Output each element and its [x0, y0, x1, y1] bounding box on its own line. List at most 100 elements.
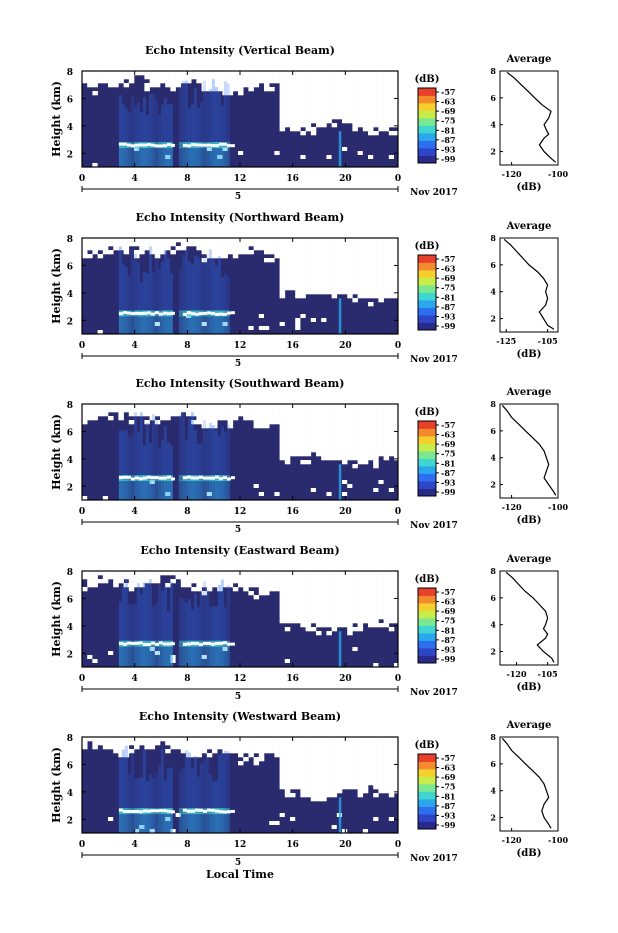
no-data-cell [368, 571, 374, 576]
no-data-cell [394, 769, 400, 774]
no-data-cell [347, 282, 353, 287]
no-data-cell [258, 741, 265, 746]
no-data-cell [368, 440, 374, 445]
no-data-cell [368, 246, 374, 251]
no-data-cell [248, 591, 254, 596]
no-data-cell [394, 79, 400, 84]
no-data-cell [123, 242, 130, 247]
no-data-cell [394, 95, 400, 100]
echo-column [148, 147, 152, 167]
no-data-cell [238, 246, 244, 251]
no-data-cell [113, 579, 119, 584]
no-data-cell [175, 75, 182, 80]
no-data-cell [331, 745, 338, 750]
no-data-cell [342, 274, 348, 279]
no-data-cell [154, 741, 161, 746]
no-data-cell [305, 591, 312, 596]
no-data-cell [279, 424, 286, 429]
no-data-cell [357, 777, 364, 782]
no-data-cell [326, 428, 332, 433]
no-data-cell [326, 416, 332, 421]
no-data-cell [290, 448, 296, 453]
y-tick-label: 6 [67, 761, 73, 771]
no-data-cell [290, 607, 296, 612]
no-data-cell [388, 131, 395, 136]
profile-line [505, 571, 555, 663]
no-data-cell [243, 749, 249, 754]
no-data-cell [295, 107, 301, 112]
heatmap-image [82, 238, 400, 334]
no-data-cell [378, 607, 384, 612]
no-data-cell [316, 436, 322, 441]
no-data-cell [269, 821, 275, 825]
no-data-cell [154, 83, 161, 88]
no-data-cell [123, 741, 130, 746]
no-data-cell [347, 619, 353, 624]
echo-column [160, 315, 164, 334]
no-data-cell [383, 87, 390, 92]
no-data-cell [227, 749, 234, 754]
bright-band [170, 810, 175, 814]
no-data-cell [336, 781, 343, 786]
echo-column [118, 246, 122, 314]
no-data-cell [243, 408, 249, 413]
no-data-cell [342, 440, 348, 445]
no-data-cell [342, 623, 348, 628]
bright-band [198, 808, 203, 812]
no-data-cell [336, 619, 343, 624]
no-data-cell [284, 619, 291, 624]
no-data-cell [165, 238, 171, 243]
no-data-cell [336, 769, 343, 774]
echo-column [217, 754, 221, 812]
no-data-cell [186, 745, 192, 750]
no-data-cell [352, 262, 358, 267]
no-data-cell [368, 773, 374, 778]
bright-band [166, 475, 171, 479]
no-data-cell [394, 278, 400, 283]
no-data-cell [321, 741, 327, 746]
no-data-cell [279, 250, 286, 255]
echo-column [163, 97, 167, 146]
no-data-cell [357, 627, 364, 632]
colorbar-segment [418, 118, 436, 126]
echo-column [178, 480, 182, 500]
no-data-cell [342, 587, 348, 592]
no-data-cell [373, 436, 379, 441]
no-data-cell [295, 294, 301, 299]
no-data-cell [331, 75, 338, 80]
no-data-cell [284, 258, 291, 263]
no-data-cell [118, 575, 124, 580]
no-data-cell [352, 254, 358, 259]
no-data-cell [394, 282, 400, 287]
no-data-cell [248, 737, 254, 742]
echo-column [184, 602, 188, 644]
echo-column [223, 274, 227, 314]
no-data-cell [342, 87, 348, 92]
no-data-cell [160, 408, 166, 413]
no-data-cell [295, 619, 301, 624]
no-data-cell [102, 579, 109, 584]
no-data-cell [347, 595, 353, 600]
no-data-cell [175, 238, 182, 243]
no-data-cell [206, 587, 213, 592]
echo-column [157, 114, 161, 145]
no-data-cell [331, 95, 338, 100]
no-data-cell [264, 79, 270, 84]
echo-column [211, 147, 215, 167]
no-data-cell [300, 420, 306, 425]
no-data-cell [352, 286, 358, 291]
echo-column [199, 763, 203, 812]
no-data-cell [243, 745, 249, 750]
no-data-cell [347, 250, 353, 255]
no-data-cell [269, 71, 275, 76]
no-data-cell [352, 745, 358, 750]
no-data-cell [258, 575, 265, 580]
no-data-cell [300, 242, 306, 247]
no-data-cell [347, 591, 353, 596]
echo-column [181, 480, 185, 500]
no-data-cell [347, 631, 353, 636]
profile-y-tick-label: 6 [490, 593, 496, 603]
echo-column [190, 645, 194, 667]
no-data-cell [310, 404, 317, 409]
echo-column [130, 435, 134, 478]
